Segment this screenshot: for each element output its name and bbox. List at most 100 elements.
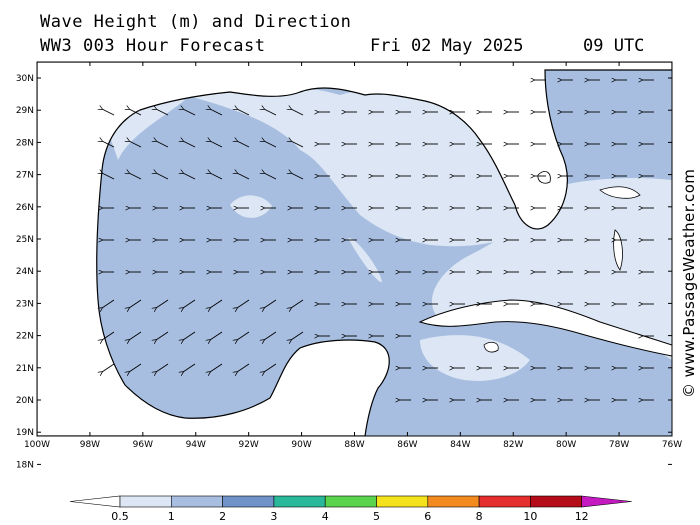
wave-arrow	[291, 331, 304, 340]
lon-label: 78W	[609, 440, 629, 450]
wave-arrow	[291, 173, 304, 180]
wave-arrow	[102, 173, 115, 180]
wave-arrow	[183, 299, 196, 308]
lat-label: 26N	[16, 203, 34, 213]
lat-label: 25N	[16, 235, 34, 245]
legend-swatch	[376, 495, 429, 508]
legend-tick-label: 12	[575, 510, 589, 523]
wave-arrow	[291, 141, 304, 148]
legend-tick-label: 4	[322, 510, 329, 523]
legend-swatch	[478, 495, 531, 508]
wave-arrow	[156, 109, 169, 116]
wave-arrow	[156, 173, 169, 180]
wave-arrow	[264, 331, 277, 340]
legend-tick-label: 10	[523, 510, 537, 523]
legend-tick-label: 8	[476, 510, 483, 523]
wave-arrow	[129, 141, 142, 148]
wave-arrow	[210, 141, 223, 148]
lat-label: 28N	[16, 138, 34, 148]
wave-arrow	[264, 173, 277, 180]
land-isle-of-youth	[483, 341, 499, 353]
wave-arrow	[210, 173, 223, 180]
wave-arrow	[210, 299, 223, 308]
credit-watermark: © www.PassageWeather.com	[680, 168, 698, 398]
wave-arrow	[264, 109, 277, 116]
lon-label: 88W	[344, 440, 364, 450]
wave-arrow	[210, 109, 223, 116]
lon-label: 90W	[291, 440, 311, 450]
wave-arrow	[264, 299, 277, 308]
legend-tick-label: 3	[270, 510, 277, 523]
lon-label: 80W	[556, 440, 576, 450]
lat-label: 29N	[16, 106, 34, 116]
lat-label: 18N	[16, 460, 34, 470]
lon-label: 84W	[450, 440, 470, 450]
lon-label: 100W	[24, 440, 50, 450]
lon-label: 82W	[503, 440, 523, 450]
forecast-label: WW3 003 Hour Forecast	[40, 36, 266, 56]
wave-arrow	[183, 173, 196, 180]
legend-swatch	[119, 495, 172, 508]
lon-label: 94W	[186, 440, 206, 450]
low-wave-region-streak	[348, 237, 382, 283]
wave-arrow	[237, 331, 250, 340]
wave-arrow	[129, 331, 142, 340]
wave-arrow	[237, 363, 250, 372]
lon-label: 98W	[80, 440, 100, 450]
wave-arrow	[264, 363, 277, 372]
lat-label: 27N	[16, 171, 34, 181]
wave-arrow	[129, 173, 142, 180]
wave-arrow	[129, 109, 142, 116]
forecast-date: Fri 02 May 2025	[370, 36, 524, 56]
wave-arrow	[237, 299, 250, 308]
colorbar-legend: 0.5 1 2 3 4 5 6 8 10 12	[69, 495, 632, 523]
wave-arrow	[102, 363, 115, 372]
land-bahamas	[599, 186, 641, 199]
lon-label: 92W	[238, 440, 258, 450]
axis-ticks	[36, 62, 673, 465]
wave-arrow	[291, 299, 304, 308]
lat-label: 23N	[16, 299, 34, 309]
wave-arrow	[210, 363, 223, 372]
wave-arrow	[156, 299, 169, 308]
wave-arrow	[129, 363, 142, 372]
low-wave-region-caribbean	[420, 335, 530, 381]
wave-arrow	[102, 299, 115, 308]
wave-arrow	[264, 141, 277, 148]
lat-label: 19N	[16, 428, 34, 438]
lat-label: 30N	[16, 74, 34, 84]
land-cuba	[418, 299, 672, 357]
land-north-america	[37, 62, 672, 436]
wave-arrow	[102, 109, 115, 116]
latitude-labels: 30N 29N 28N 27N 26N 25N 24N 23N 22N 21N 20N 19N 18N	[16, 74, 34, 470]
land-lake	[537, 171, 551, 184]
longitude-labels: 100W 98W 96W 94W 92W 90W 88W 86W 84W 82W 80W 78W 76W	[24, 440, 682, 450]
wave-arrow	[237, 173, 250, 180]
lat-label: 21N	[16, 364, 34, 374]
low-wave-region-patch	[230, 195, 272, 218]
legend-swatch	[222, 495, 275, 508]
wave-arrow	[183, 109, 196, 116]
lon-label: 76W	[662, 440, 682, 450]
legend-swatch	[171, 495, 223, 508]
wave-arrow	[210, 331, 223, 340]
lat-label: 24N	[16, 267, 34, 277]
legend-low-triangle	[69, 495, 121, 508]
legend-tick-label: 5	[373, 510, 380, 523]
lon-label: 96W	[133, 440, 153, 450]
legend-tick-label: 1	[168, 510, 175, 523]
legend-tick-label: 6	[424, 510, 431, 523]
wave-arrow	[237, 109, 250, 116]
legend-tick-label: 2	[219, 510, 226, 523]
forecast-time: 09 UTC	[583, 36, 645, 56]
wave-arrow	[183, 363, 196, 372]
legend-high-triangle	[581, 495, 632, 508]
wave-arrow	[102, 331, 115, 340]
wave-arrow	[129, 299, 142, 308]
wave-arrow	[183, 331, 196, 340]
legend-swatch	[530, 495, 583, 508]
low-wave-region-east	[431, 178, 672, 360]
wave-arrow	[102, 141, 115, 148]
lat-label: 20N	[16, 396, 34, 406]
